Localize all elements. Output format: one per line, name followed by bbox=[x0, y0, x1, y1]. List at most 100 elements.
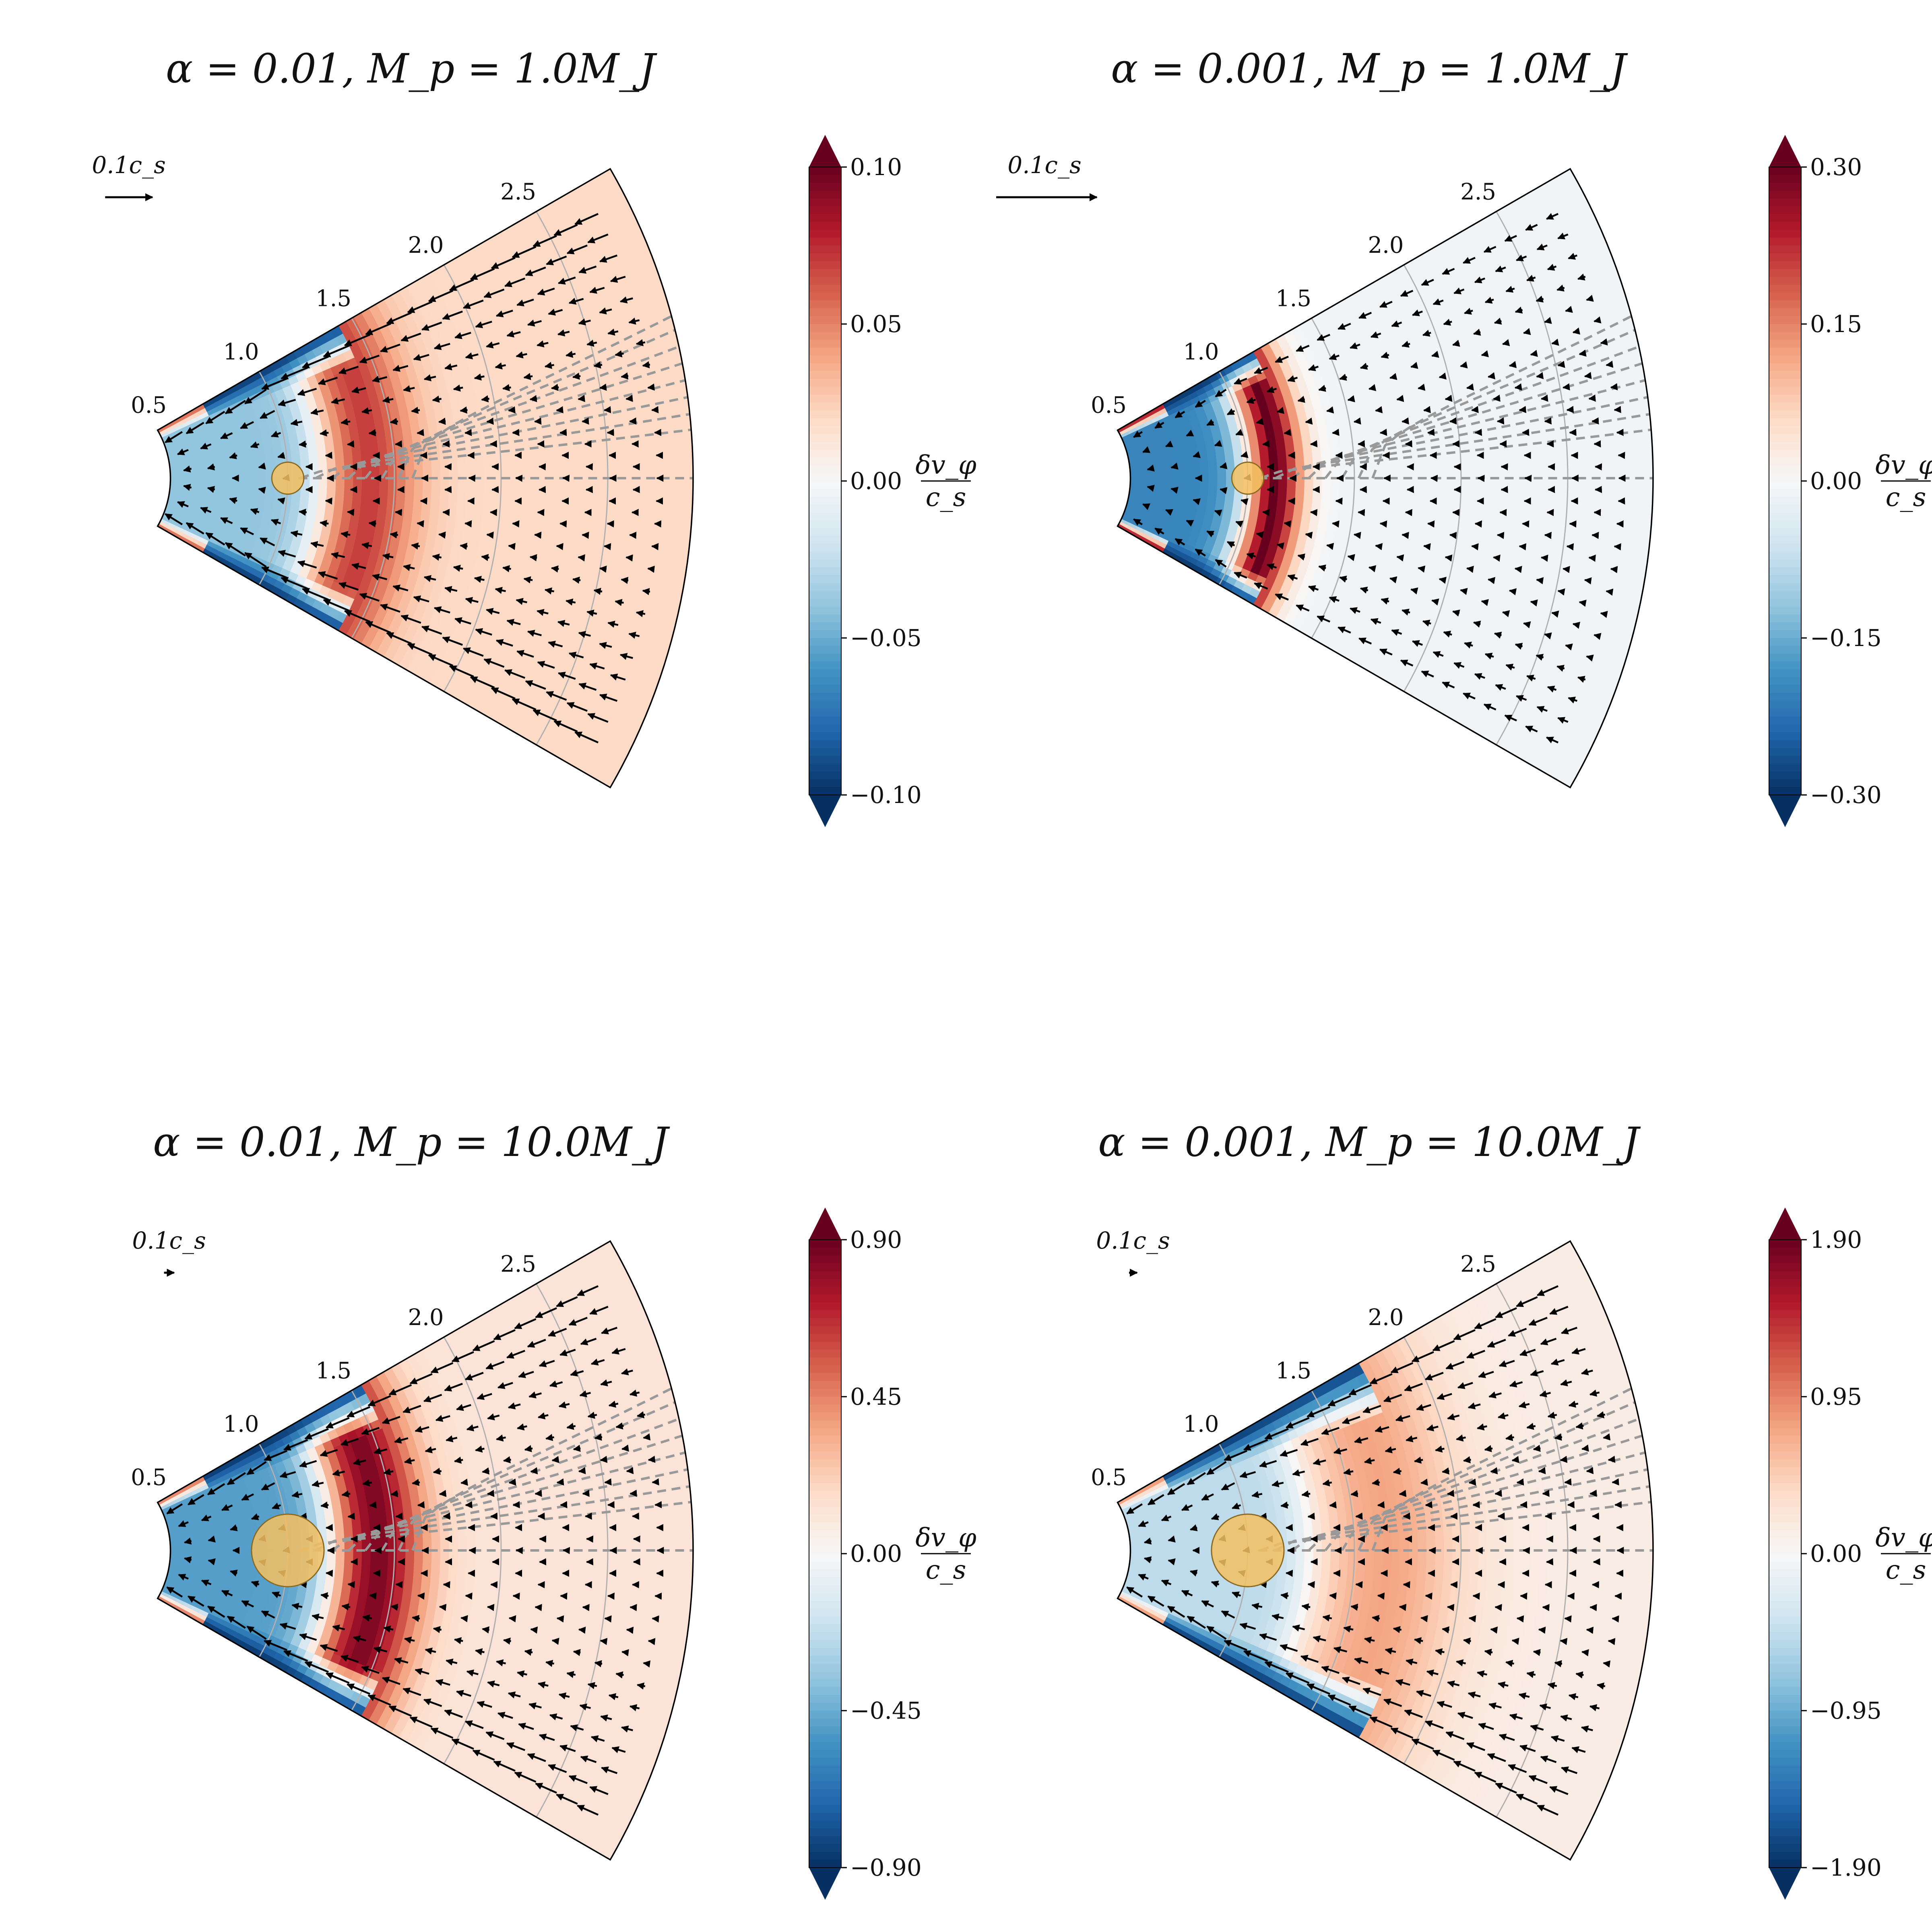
heatmap-cell bbox=[1347, 496, 1357, 507]
colorbar-band bbox=[809, 575, 841, 584]
heatmap-cell bbox=[640, 444, 650, 462]
heatmap-cell bbox=[1434, 489, 1444, 502]
heatmap-cell bbox=[473, 501, 484, 514]
heatmap-cell bbox=[1435, 478, 1445, 491]
quiver-arrow bbox=[1389, 576, 1397, 584]
heatmap-cell bbox=[1217, 478, 1227, 484]
quiver-arrow bbox=[1514, 383, 1522, 391]
heatmap-cell bbox=[579, 493, 589, 508]
heatmap-cell bbox=[593, 416, 605, 433]
heatmap-cell bbox=[571, 478, 580, 493]
heatmap-cell bbox=[423, 467, 432, 479]
heatmap-cell bbox=[1130, 478, 1139, 482]
heatmap-cell bbox=[196, 474, 206, 479]
colorbar-label-numerator: δv_φ bbox=[915, 450, 976, 480]
heatmap-cell bbox=[481, 514, 491, 527]
heatmap-cell bbox=[1294, 501, 1304, 510]
heatmap-cell bbox=[370, 486, 380, 496]
heatmap-cell bbox=[1539, 448, 1549, 464]
heatmap-cell bbox=[560, 434, 571, 450]
heatmap-cell bbox=[326, 455, 336, 464]
colorbar-band bbox=[809, 630, 841, 638]
heatmap-cell bbox=[222, 486, 231, 492]
heatmap-cell bbox=[239, 487, 249, 494]
colorbar-band bbox=[809, 442, 841, 450]
quiver-arrow bbox=[1368, 384, 1377, 391]
heatmap-cell bbox=[1426, 489, 1435, 502]
heatmap-cell bbox=[614, 462, 624, 479]
colorbar-band bbox=[809, 693, 841, 701]
heatmap-cell bbox=[1521, 492, 1531, 508]
quiver-arrow bbox=[460, 406, 468, 414]
heatmap-cell bbox=[1430, 524, 1442, 538]
heatmap-cell bbox=[429, 509, 440, 521]
heatmap-cell bbox=[1374, 478, 1383, 489]
heatmap-cell bbox=[449, 466, 458, 479]
heatmap-cell bbox=[405, 487, 415, 498]
heatmap-cell bbox=[1363, 507, 1373, 518]
heatmap-cell bbox=[324, 507, 334, 516]
quiver-arrow bbox=[647, 383, 655, 391]
heatmap-cell bbox=[1191, 482, 1200, 488]
heatmap-cell bbox=[248, 488, 258, 495]
quiver-arrow bbox=[1305, 417, 1313, 425]
heatmap-cell bbox=[551, 435, 562, 451]
heatmap-cell bbox=[1139, 478, 1148, 482]
heatmap-cell bbox=[1391, 488, 1401, 500]
heatmap-cell bbox=[324, 440, 334, 449]
quiver-arrow bbox=[1487, 372, 1496, 380]
heatmap-cell bbox=[1334, 522, 1345, 533]
quiver-arrow bbox=[368, 520, 376, 527]
heatmap-cell bbox=[1369, 527, 1380, 539]
heatmap-cell bbox=[1328, 442, 1339, 453]
heatmap-cell bbox=[368, 504, 379, 514]
heatmap-cell bbox=[1405, 521, 1416, 534]
heatmap-cell bbox=[1627, 460, 1636, 479]
heatmap-cell bbox=[343, 446, 353, 455]
heatmap-cell bbox=[561, 449, 571, 464]
heatmap-cell bbox=[222, 482, 232, 488]
heatmap-cell bbox=[248, 473, 258, 479]
heatmap-cell bbox=[1494, 505, 1505, 520]
colorbar-band bbox=[809, 434, 841, 442]
heatmap-cell bbox=[318, 463, 328, 471]
colorbar-band bbox=[809, 787, 841, 795]
heatmap-cell bbox=[1496, 478, 1505, 492]
heatmap-cell bbox=[1591, 478, 1601, 495]
heatmap-cell bbox=[1493, 518, 1504, 533]
heatmap-cell bbox=[1339, 478, 1348, 488]
heatmap-cell bbox=[231, 482, 240, 488]
heatmap-cell bbox=[239, 462, 249, 469]
heatmap-cell bbox=[1644, 460, 1653, 479]
heatmap-cell bbox=[374, 522, 385, 533]
heatmap-cell bbox=[543, 436, 553, 451]
quiver-arrow bbox=[593, 361, 603, 369]
quiver-arrow bbox=[1509, 361, 1517, 368]
heatmap-cell bbox=[1391, 467, 1401, 479]
quiver-arrow bbox=[1466, 383, 1474, 391]
heatmap-cell bbox=[1336, 432, 1346, 443]
heatmap-cell bbox=[383, 523, 394, 535]
heatmap-cell bbox=[675, 478, 685, 496]
heatmap-cell bbox=[374, 423, 385, 434]
heatmap-cell bbox=[665, 512, 675, 531]
heatmap-cell bbox=[1513, 450, 1523, 464]
quiver-arrow bbox=[390, 418, 398, 425]
heatmap-cell bbox=[1200, 478, 1209, 484]
heatmap-cell bbox=[231, 487, 240, 493]
heatmap-cell bbox=[357, 520, 368, 530]
heatmap-cell bbox=[483, 454, 493, 466]
heatmap-cell bbox=[1547, 493, 1557, 509]
heatmap-cell bbox=[1417, 478, 1427, 490]
heatmap-cell bbox=[1309, 518, 1319, 528]
heatmap-cell bbox=[1182, 482, 1192, 488]
colorbar-band bbox=[809, 269, 841, 277]
heatmap-cell bbox=[387, 496, 397, 507]
heatmap-cell bbox=[367, 433, 378, 444]
heatmap-cell bbox=[1583, 478, 1592, 495]
heatmap-cell bbox=[632, 478, 641, 495]
heatmap-cell bbox=[1295, 485, 1305, 494]
heatmap-cell bbox=[1266, 512, 1276, 521]
heatmap-cell bbox=[1510, 520, 1521, 535]
heatmap-cell bbox=[316, 506, 326, 515]
